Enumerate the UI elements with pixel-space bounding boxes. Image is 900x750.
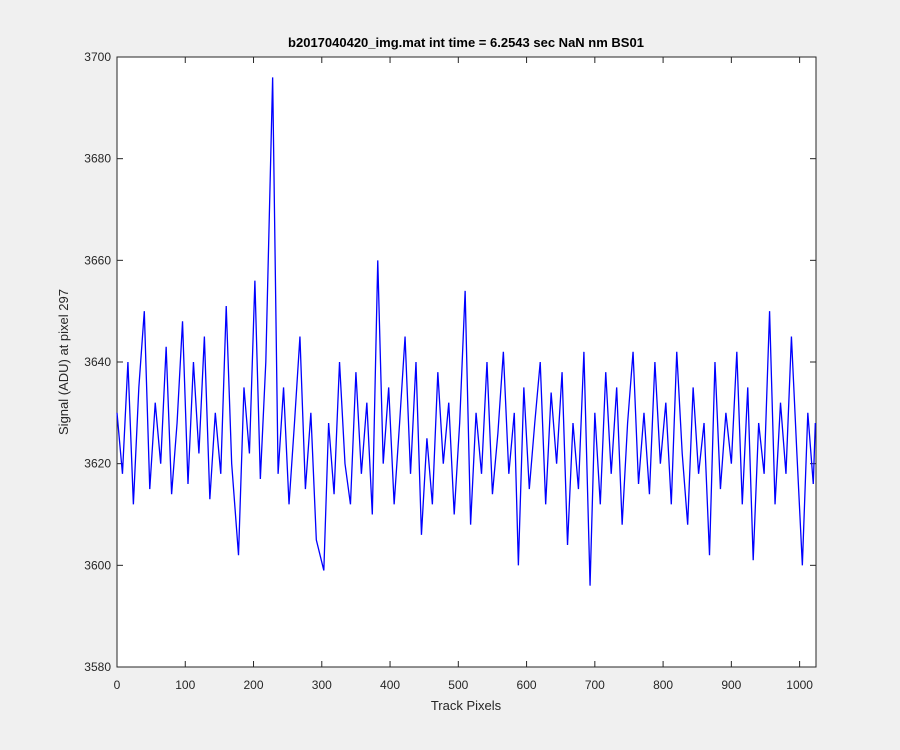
data-line bbox=[116, 77, 816, 586]
x-tick-label: 1000 bbox=[786, 678, 813, 692]
chart-title: b2017040420_img.mat int time = 6.2543 se… bbox=[288, 35, 644, 50]
x-tick-label: 500 bbox=[448, 678, 468, 692]
y-tick-label: 3660 bbox=[84, 253, 111, 267]
x-tick-label: 300 bbox=[312, 678, 332, 692]
y-axis-label: Signal (ADU) at pixel 297 bbox=[56, 289, 71, 435]
y-tick-label: 3640 bbox=[84, 355, 111, 369]
y-tick-label: 3680 bbox=[84, 152, 111, 166]
x-tick-label: 200 bbox=[244, 678, 264, 692]
y-tick-label: 3580 bbox=[84, 660, 111, 674]
y-tick-label: 3700 bbox=[84, 50, 111, 64]
x-axis-label: Track Pixels bbox=[431, 698, 502, 713]
y-tick-label: 3620 bbox=[84, 457, 111, 471]
x-tick-label: 0 bbox=[114, 678, 121, 692]
x-tick-label: 800 bbox=[653, 678, 673, 692]
x-tick-label: 600 bbox=[517, 678, 537, 692]
x-tick-label: 100 bbox=[175, 678, 195, 692]
x-tick-label: 900 bbox=[721, 678, 741, 692]
x-tick-label: 400 bbox=[380, 678, 400, 692]
x-tick-label: 700 bbox=[585, 678, 605, 692]
y-tick-label: 3600 bbox=[84, 558, 111, 572]
